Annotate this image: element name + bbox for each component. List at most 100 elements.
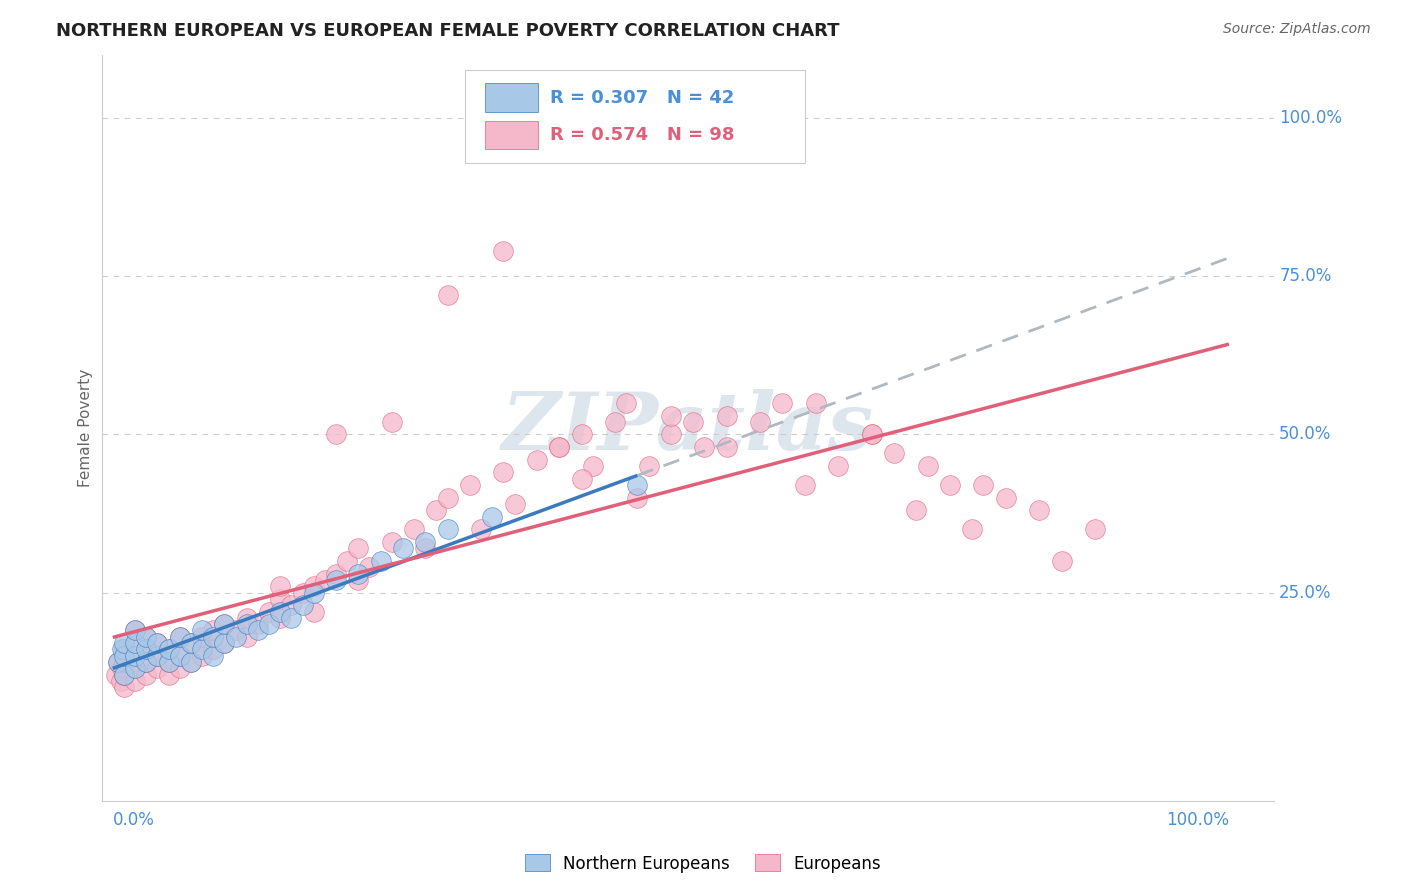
- Point: [637, 459, 659, 474]
- Point: [347, 566, 370, 581]
- Point: [302, 585, 325, 599]
- Point: [291, 585, 314, 599]
- Point: [793, 478, 815, 492]
- Point: [413, 535, 436, 549]
- FancyBboxPatch shape: [485, 120, 537, 149]
- Point: [180, 655, 202, 669]
- Text: R = 0.307   N = 42: R = 0.307 N = 42: [551, 88, 735, 107]
- Point: [112, 667, 135, 681]
- Point: [302, 605, 325, 619]
- Point: [548, 440, 571, 454]
- Text: Source: ZipAtlas.com: Source: ZipAtlas.com: [1223, 22, 1371, 37]
- Point: [214, 617, 236, 632]
- Point: [492, 244, 515, 259]
- Point: [336, 554, 359, 568]
- Point: [112, 648, 135, 663]
- Point: [202, 630, 225, 644]
- Point: [146, 636, 169, 650]
- Point: [135, 630, 157, 644]
- Point: [257, 605, 280, 619]
- Point: [202, 648, 225, 663]
- Point: [939, 478, 962, 492]
- Point: [157, 655, 180, 669]
- Text: 0.0%: 0.0%: [112, 811, 155, 829]
- Point: [381, 415, 404, 429]
- Point: [716, 409, 738, 423]
- Point: [436, 288, 458, 302]
- Point: [749, 415, 772, 429]
- Point: [359, 560, 381, 574]
- Point: [235, 611, 257, 625]
- Point: [157, 655, 180, 669]
- Point: [107, 655, 129, 669]
- Point: [135, 642, 157, 657]
- Point: [246, 624, 269, 638]
- Point: [269, 611, 291, 625]
- Point: [107, 655, 129, 669]
- Text: ZIPatlas: ZIPatlas: [502, 390, 873, 467]
- Point: [960, 522, 983, 536]
- Point: [225, 630, 247, 644]
- Point: [191, 642, 214, 657]
- Point: [146, 661, 169, 675]
- FancyBboxPatch shape: [485, 84, 537, 112]
- Point: [291, 598, 314, 612]
- Point: [370, 554, 392, 568]
- Point: [571, 472, 593, 486]
- Point: [1028, 503, 1050, 517]
- Point: [548, 440, 571, 454]
- Point: [169, 630, 191, 644]
- Point: [314, 573, 336, 587]
- FancyBboxPatch shape: [465, 70, 804, 163]
- Point: [458, 478, 481, 492]
- Point: [191, 648, 214, 663]
- Point: [972, 478, 994, 492]
- Point: [772, 396, 794, 410]
- Point: [347, 541, 370, 556]
- Point: [526, 452, 548, 467]
- Point: [124, 648, 146, 663]
- Point: [269, 579, 291, 593]
- Point: [302, 579, 325, 593]
- Point: [169, 661, 191, 675]
- Point: [124, 624, 146, 638]
- Point: [503, 497, 526, 511]
- Point: [146, 648, 169, 663]
- Point: [110, 674, 132, 689]
- Point: [169, 648, 191, 663]
- Point: [135, 667, 157, 681]
- Text: 75.0%: 75.0%: [1279, 268, 1331, 285]
- Point: [325, 427, 347, 442]
- Point: [157, 667, 180, 681]
- Point: [827, 459, 849, 474]
- Point: [325, 573, 347, 587]
- Point: [905, 503, 928, 517]
- Point: [804, 396, 827, 410]
- Point: [124, 636, 146, 650]
- Point: [135, 655, 157, 669]
- Text: NORTHERN EUROPEAN VS EUROPEAN FEMALE POVERTY CORRELATION CHART: NORTHERN EUROPEAN VS EUROPEAN FEMALE POV…: [56, 22, 839, 40]
- Point: [214, 636, 236, 650]
- Point: [112, 636, 135, 650]
- Point: [436, 522, 458, 536]
- Point: [135, 630, 157, 644]
- Point: [105, 667, 128, 681]
- Point: [135, 642, 157, 657]
- Point: [614, 396, 637, 410]
- Point: [481, 509, 503, 524]
- Point: [571, 427, 593, 442]
- Text: 50.0%: 50.0%: [1279, 425, 1331, 443]
- Point: [246, 617, 269, 632]
- Point: [436, 491, 458, 505]
- Point: [659, 427, 682, 442]
- Point: [381, 535, 404, 549]
- Point: [1084, 522, 1107, 536]
- Point: [626, 478, 648, 492]
- Y-axis label: Female Poverty: Female Poverty: [79, 369, 93, 487]
- Point: [180, 636, 202, 650]
- Point: [124, 636, 146, 650]
- Point: [180, 655, 202, 669]
- Text: 100.0%: 100.0%: [1166, 811, 1229, 829]
- Point: [413, 541, 436, 556]
- Point: [659, 409, 682, 423]
